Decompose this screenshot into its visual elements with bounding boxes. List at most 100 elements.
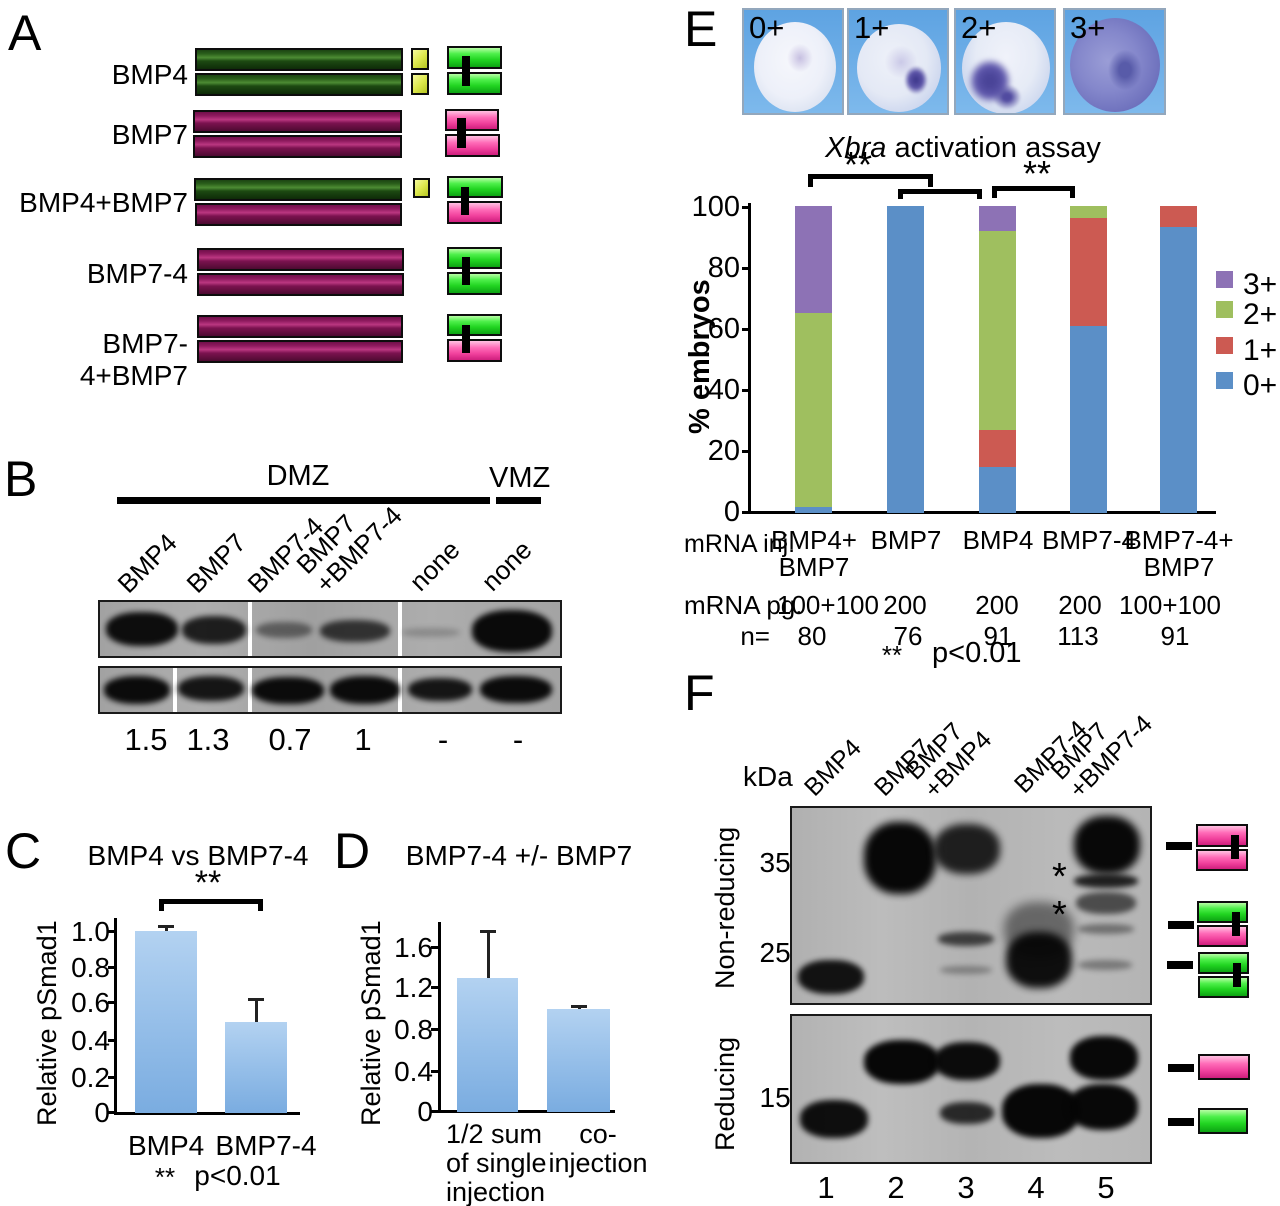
panel-d-xtick-half-sum: 1/2 sum of single injection — [446, 1119, 547, 1206]
stain-speckle — [782, 38, 818, 78]
panel-d-yaxis — [438, 922, 441, 1113]
legend-swatch-2plus — [1216, 301, 1233, 318]
asterisk-band2: * — [1052, 894, 1067, 936]
blot-band — [104, 676, 170, 704]
bmp4-chain-bar — [195, 73, 403, 96]
blot-divider — [248, 602, 252, 656]
quant-value: - — [512, 722, 524, 757]
bmp4-chain-bar — [194, 178, 402, 201]
n-value: 80 — [797, 621, 827, 651]
stacked-segment-3+ — [795, 206, 832, 314]
blot-divider — [173, 668, 177, 712]
blot-divider — [248, 668, 252, 712]
blot-band — [934, 824, 1000, 874]
panel_D-ytick: 0.4 — [394, 1056, 433, 1087]
mature-domain-pink-icon — [1197, 925, 1248, 947]
axis-tick — [742, 389, 750, 392]
error-bar-stem — [578, 1007, 581, 1009]
mature-domain-green-icon — [447, 176, 503, 198]
significance-bracket — [992, 186, 1075, 198]
blot-band — [1074, 816, 1140, 874]
lane-label: BMP7 +BMP4 — [900, 717, 998, 804]
panel-b-letter: B — [4, 451, 38, 507]
blot-band — [1078, 960, 1132, 970]
legend-label-2plus: 2+ — [1243, 298, 1278, 331]
mature-domain-green-icon — [447, 72, 502, 95]
band-pointer-dash — [1168, 921, 1194, 929]
n-value: 76 — [893, 621, 923, 651]
panel-c-note-p: p<0.01 — [194, 1160, 281, 1191]
axis-tick — [742, 328, 750, 331]
panel-d-letter: D — [334, 823, 371, 879]
asterisk-band1: * — [1052, 856, 1067, 898]
panel-c-title: BMP4 vs BMP7-4 — [87, 840, 309, 871]
stacked-segment-2+ — [1070, 206, 1107, 219]
panel-e-title-rest: activation assay — [886, 132, 1101, 164]
reducing-blot — [790, 1014, 1152, 1164]
panel_D-bar-1/2 sum — [457, 978, 518, 1112]
mrna-pg-label: mRNA pg. — [684, 590, 803, 620]
mrna-pg-value: 100+100 — [1119, 590, 1221, 620]
loading-control-blot — [98, 666, 562, 714]
panel-e-category: BMP4 — [962, 525, 1034, 555]
panel-d-xtick-coinjection: co- injection — [548, 1119, 648, 1178]
blot-band — [408, 678, 472, 701]
nonreducing-blot — [790, 806, 1152, 1005]
panel-e-category: BMP7 — [870, 525, 942, 555]
embryo-score-label: 0+ — [749, 10, 785, 45]
legend-label-0plus: 0+ — [1243, 369, 1278, 402]
panel-e-ytick: 80 — [707, 252, 740, 284]
n-value: 91 — [1160, 621, 1190, 651]
mature-domain-pink-icon — [447, 339, 502, 362]
axis-tick — [742, 206, 750, 209]
mrna-inj-label: mRNA inj. — [684, 530, 796, 558]
embryo-score-label: 1+ — [854, 10, 890, 45]
mature-domain-pink-icon — [445, 134, 500, 157]
significance-bracket — [159, 899, 263, 911]
panel_D-ytick: 0.8 — [394, 1014, 433, 1045]
embryo-score-label: 3+ — [1070, 10, 1106, 45]
blot-band — [330, 676, 400, 704]
bmp7-4-chain-bar — [197, 248, 404, 271]
panel-e-category: BMP7-4 — [1042, 525, 1136, 555]
axis-tick — [108, 1111, 116, 1114]
reducing-label: Reducing — [710, 1036, 740, 1152]
panel-c-significance-stars: ** — [194, 864, 222, 902]
significance-bracket — [808, 174, 933, 187]
lane-label: BMP4 — [798, 733, 867, 802]
panel-e-ytick: 0 — [723, 496, 740, 528]
blot-divider — [398, 602, 402, 656]
panel-e-category: BMP7-4+ BMP7 — [1124, 525, 1234, 582]
construct-label-bmp7-4-bmp7: BMP7-4+BMP7 — [79, 328, 188, 391]
mrna-pg-value: 200 — [1058, 590, 1102, 620]
legend-swatch-0plus — [1216, 372, 1233, 389]
mature-domain-green-icon — [1197, 901, 1248, 923]
panel-f-letter: F — [684, 665, 715, 721]
construct-label-bmp7: BMP7 — [111, 119, 188, 150]
mature-domain-pink-icon — [1196, 849, 1248, 871]
quant-value: 1 — [354, 722, 372, 757]
bmp7-chain-bar — [193, 110, 402, 133]
lane-number: 3 — [957, 1170, 975, 1205]
panel-c-note-stars: ** — [154, 1162, 176, 1192]
nonreducing-label: Non-reducing — [710, 826, 740, 990]
mature-domain-green-icon — [1198, 952, 1249, 974]
lane-label: BMP7 — [180, 527, 252, 599]
panel-c-letter: C — [5, 823, 42, 879]
band-pointer-dash — [1168, 1064, 1194, 1072]
lane-number: 4 — [1027, 1170, 1045, 1205]
panel-e-title-italic: Xbra — [825, 132, 887, 164]
error-bar-cap — [571, 1005, 587, 1008]
stacked-segment-2+ — [979, 230, 1016, 431]
panel-e-ylabel: % embryos — [684, 279, 716, 435]
construct-label-bmp7-4: BMP7-4 — [86, 258, 188, 289]
axis-tick — [108, 930, 116, 933]
panel-e-yaxis — [748, 203, 751, 514]
panel_C-ytick: 0.2 — [71, 1062, 110, 1093]
blot-band — [800, 1100, 868, 1138]
lane-number: 1 — [817, 1170, 835, 1205]
mature-domain-green-icon — [447, 247, 502, 269]
mature-domain-pink-icon — [447, 201, 502, 224]
mrna-pg-value: 200 — [975, 590, 1019, 620]
legend-swatch-1plus — [1216, 337, 1233, 354]
